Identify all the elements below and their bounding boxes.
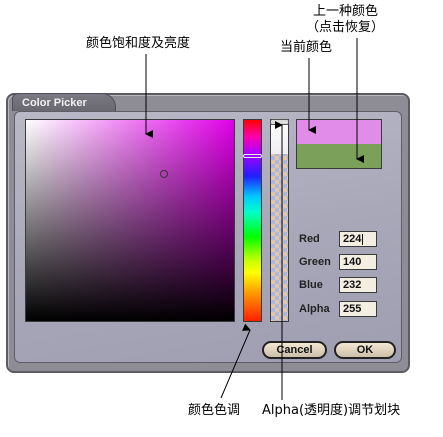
dialog-title: Color Picker	[12, 93, 116, 111]
text-caret	[362, 233, 364, 245]
alpha-value: 255	[343, 303, 362, 315]
annotation-current-color: 当前颜色	[280, 40, 333, 55]
alpha-slider[interactable]	[270, 119, 289, 322]
cancel-button[interactable]: Cancel	[262, 341, 327, 359]
red-input[interactable]: 224	[339, 231, 377, 247]
green-label: Green	[299, 256, 331, 268]
red-value: 224	[343, 233, 362, 245]
alpha-slider-thumb[interactable]	[270, 119, 289, 125]
green-value: 140	[343, 256, 362, 268]
alpha-input[interactable]: 255	[339, 301, 377, 317]
blue-label: Blue	[299, 279, 323, 291]
previous-color-swatch[interactable]	[297, 144, 381, 168]
saturation-brightness-cursor[interactable]	[160, 170, 168, 178]
blue-input[interactable]: 232	[339, 277, 377, 293]
annotation-saturation-brightness: 颜色饱和度及亮度	[86, 36, 191, 51]
current-color-swatch	[297, 120, 381, 144]
saturation-brightness-area[interactable]	[25, 119, 235, 322]
blue-value: 232	[343, 279, 362, 291]
annotation-hue: 颜色色调	[188, 403, 241, 418]
alpha-label: Alpha	[299, 303, 330, 315]
annotation-alpha-slider: Alpha(透明度)调节划块	[262, 403, 401, 418]
alpha-slider-fill	[271, 120, 288, 154]
annotation-previous-color-line1: 上一种颜色	[313, 4, 379, 19]
color-swatch	[296, 119, 382, 169]
annotation-previous-color-line2: （点击恢复）	[306, 20, 385, 35]
green-input[interactable]: 140	[339, 254, 377, 270]
ok-button[interactable]: OK	[334, 341, 396, 359]
hue-slider[interactable]	[243, 119, 262, 322]
hue-slider-thumb[interactable]	[243, 154, 262, 158]
red-label: Red	[299, 233, 320, 245]
